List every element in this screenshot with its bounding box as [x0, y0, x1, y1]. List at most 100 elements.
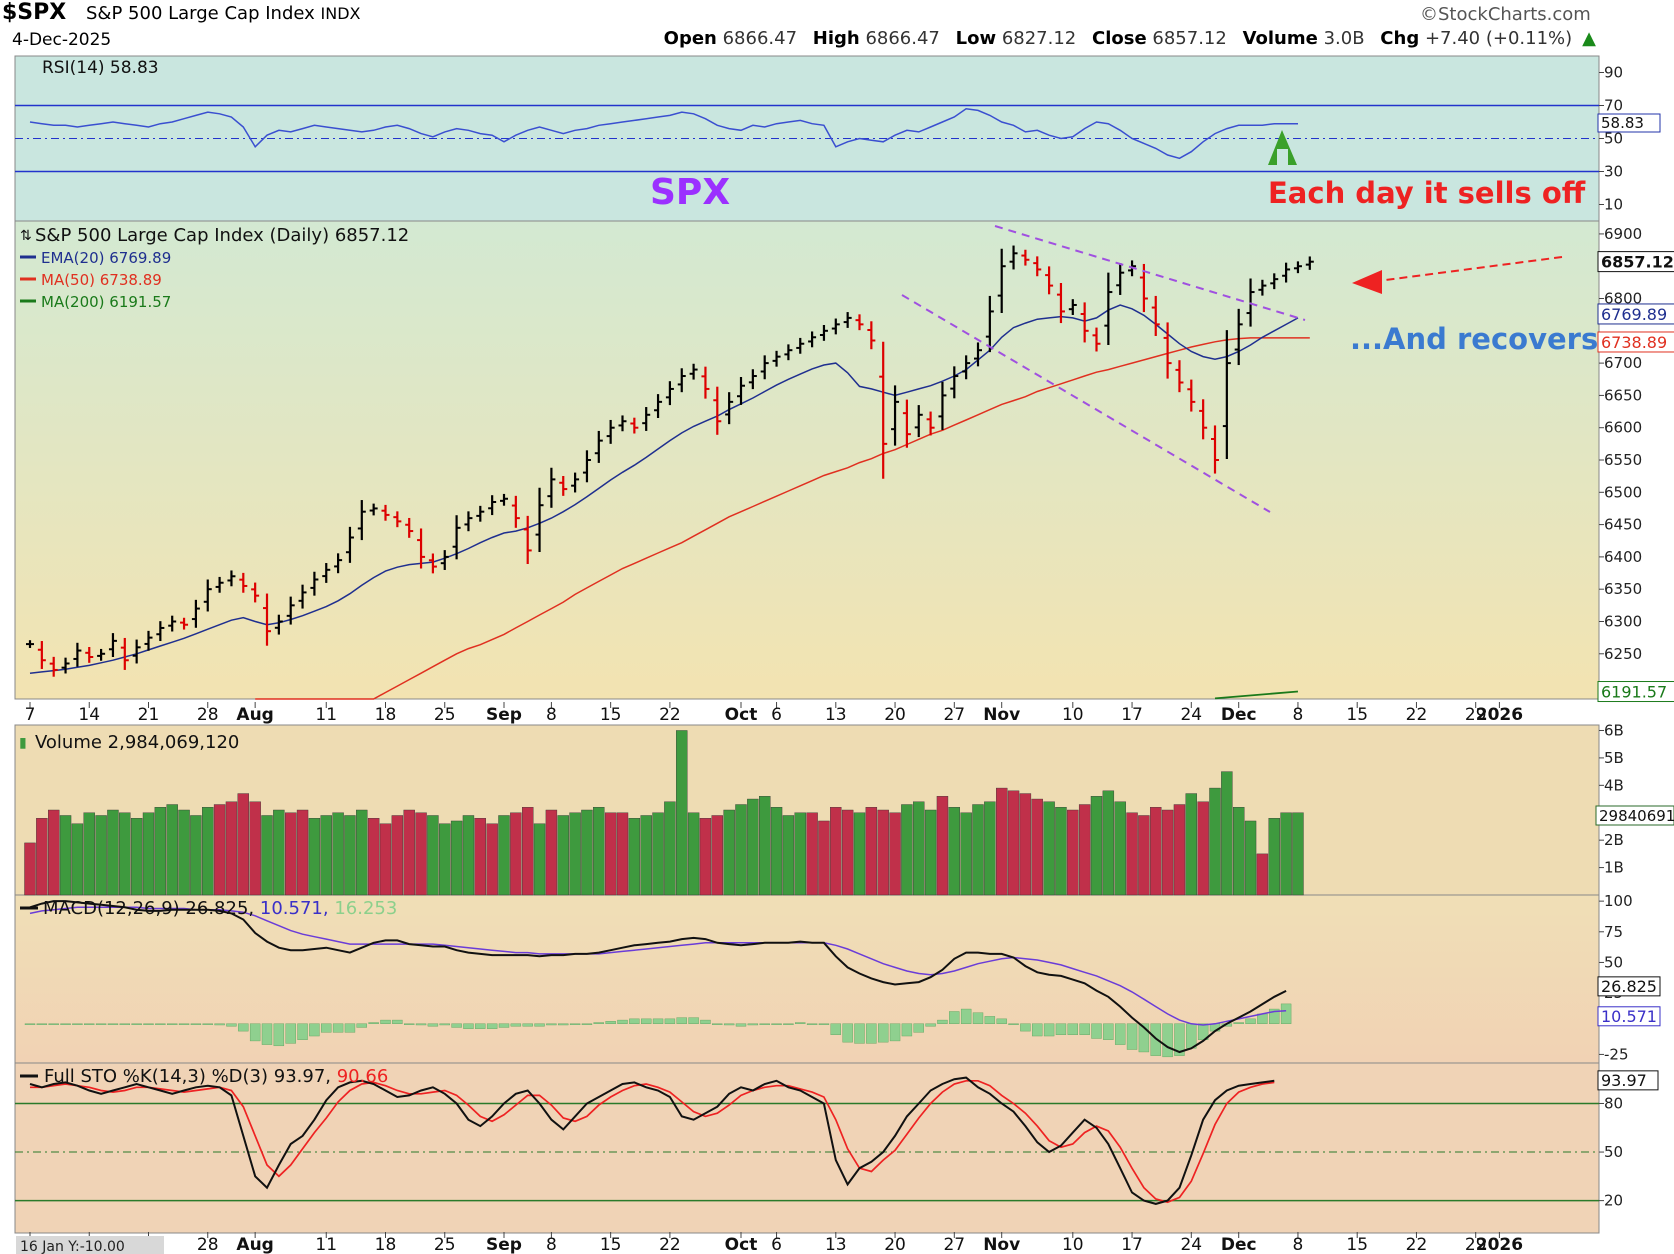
volume-bar	[735, 804, 747, 896]
volume-bar	[427, 815, 439, 896]
tick-label: 6550	[1604, 451, 1642, 469]
volume-bar	[557, 815, 569, 896]
volume-bar	[972, 804, 984, 896]
macd-hist-bar	[901, 1023, 913, 1037]
volume-bar	[190, 815, 202, 896]
macd-hist-bar	[1233, 1022, 1244, 1024]
macd-hist-bar	[510, 1023, 522, 1027]
macd-hist-bar	[368, 1022, 379, 1024]
volume-bar	[498, 815, 510, 896]
volume-bar	[1173, 804, 1186, 896]
x-label: 25	[434, 705, 456, 725]
price-bars	[26, 245, 1314, 677]
macd-hist-bar	[1103, 1023, 1114, 1040]
price-value-tags: 6857.12 6769.89 6738.89 6191.57	[1597, 251, 1674, 703]
macd-hist-bar	[688, 1017, 699, 1024]
macd-signal-line	[29, 906, 1287, 1026]
x-label: Aug	[236, 1235, 273, 1254]
tick-label: 2B	[1604, 831, 1624, 849]
volume-bar	[759, 796, 771, 896]
value-tag-label: 93.97	[1601, 1071, 1647, 1090]
tick-label: 4B	[1604, 776, 1624, 794]
value-tag	[1597, 1006, 1661, 1027]
volume-bar	[1280, 812, 1292, 896]
volume-bar	[1150, 807, 1162, 896]
volume-bar	[889, 812, 901, 896]
macd-hist-bar	[854, 1023, 865, 1044]
x-label: 18	[375, 1235, 397, 1254]
rsi-reference-lines	[15, 104, 1599, 173]
tick-label: 6900	[1604, 225, 1642, 243]
arrow-shaft	[1377, 256, 1563, 282]
volume-bar	[332, 812, 344, 896]
volume-bar	[225, 801, 238, 896]
macd-hist-bar	[522, 1023, 533, 1027]
macd-hist-bar	[783, 1023, 794, 1025]
ohlc-summary: Open 6866.47 High 6866.47 Low 6827.12 Cl…	[663, 28, 1596, 49]
x-label: 29	[1465, 1235, 1487, 1254]
volume-bars	[24, 730, 1304, 896]
value-tag	[1597, 331, 1674, 353]
macd-hist-bar	[937, 1019, 948, 1024]
tick-label: 6250	[1604, 645, 1642, 663]
macd-hist-bar	[830, 1023, 841, 1035]
sto-panel	[15, 1063, 1599, 1233]
macd-hist-bar	[404, 1023, 415, 1025]
volume-bar	[154, 807, 167, 896]
macd-hist-bar	[593, 1022, 604, 1024]
volume-bar	[1007, 790, 1020, 896]
x-label: 10	[1062, 705, 1084, 725]
volume-bar	[545, 809, 558, 896]
volume-bar	[948, 807, 960, 896]
volume-bar	[403, 809, 415, 896]
volume-bar	[439, 823, 451, 896]
x-axis-top: 7 14 21 28 Aug 11 18 25 Sep 8 15 22 Oct 6 13 20 27 Nov 10 1…	[25, 702, 1523, 725]
bottom-note-box	[16, 1236, 164, 1254]
volume-bar	[533, 823, 546, 896]
volume-bar	[308, 818, 321, 896]
macd-hist-bar	[605, 1021, 616, 1024]
macd-hist-bar	[321, 1023, 332, 1033]
macd-hist-bar	[1114, 1023, 1126, 1045]
x-label: 22	[659, 705, 681, 725]
volume-bar	[1138, 815, 1150, 896]
macd-hist-bar	[427, 1023, 439, 1027]
macd-hist-bar	[297, 1023, 308, 1040]
value-tag	[1597, 251, 1674, 273]
up-arrow-icon: ▲	[1582, 28, 1596, 49]
rsi-axis-ticks: 90 70 50 30 10	[1599, 64, 1623, 214]
volume-bar	[664, 801, 676, 896]
volume-bar	[901, 804, 913, 896]
x-label: 22	[1406, 1235, 1428, 1254]
x-label: 13	[825, 1235, 847, 1254]
macd-hist-bar	[486, 1023, 498, 1029]
value-tag-label: 26.825	[1601, 977, 1657, 996]
x-label: Oct	[725, 1235, 758, 1254]
volume-bar	[830, 807, 842, 896]
tick-label: 6300	[1604, 612, 1642, 630]
x-label: 6	[771, 705, 782, 725]
x-label: Sep	[486, 705, 522, 725]
volume-bar	[865, 807, 878, 896]
x-label: 11	[315, 705, 337, 725]
sto-value-tags: 93.97	[1597, 1070, 1659, 1091]
value-tag	[1597, 681, 1674, 703]
x-label: Aug	[236, 705, 273, 725]
tick-label: 6450	[1604, 516, 1642, 534]
x-label: 10	[1062, 1235, 1084, 1254]
macd-hist-bar	[723, 1023, 735, 1026]
volume-bar	[320, 815, 332, 896]
macd-hist-bar	[166, 1023, 178, 1025]
value-tag-label: 6191.57	[1601, 683, 1667, 702]
macd-hist-bar	[842, 1023, 853, 1043]
sto-k-line	[29, 1076, 1275, 1205]
volume-bar	[782, 815, 795, 896]
macd-hist-bar	[1186, 1023, 1197, 1049]
macd-hist-bar	[806, 1023, 818, 1025]
x-label: 2026	[1476, 705, 1523, 725]
x-label: 22	[1406, 705, 1428, 725]
symbol: $SPX	[2, 0, 67, 25]
chart-date: 4-Dec-2025	[12, 30, 112, 50]
lower-trendline	[901, 294, 1271, 513]
